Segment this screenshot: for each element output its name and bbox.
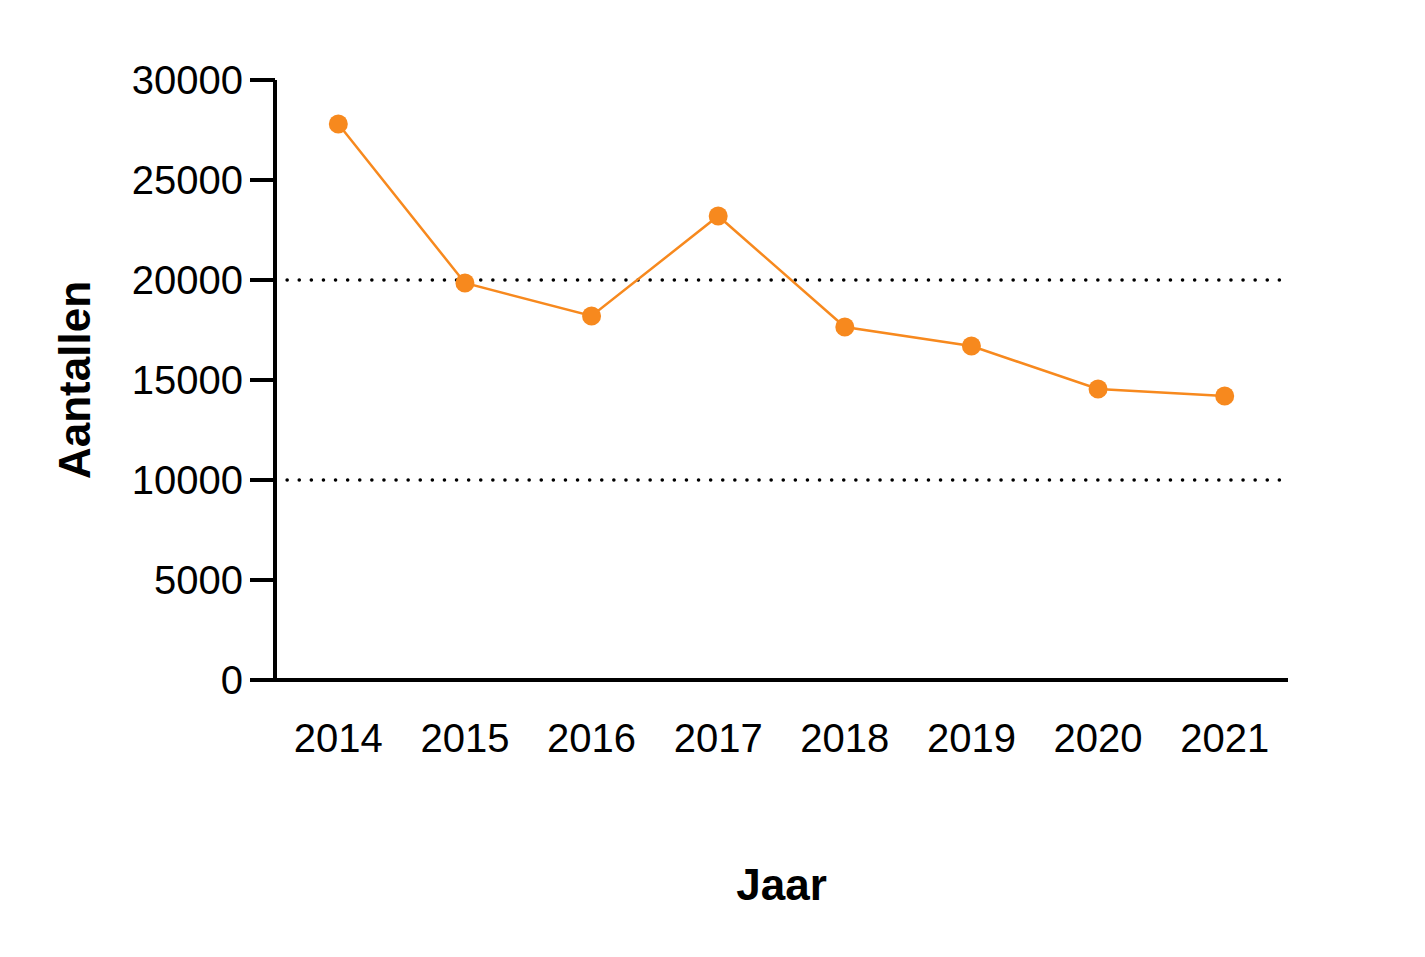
y-tick-label: 20000 [132,258,243,302]
y-tick [250,578,275,582]
x-tick-label: 2014 [294,716,383,760]
chart-container: 0 5000 10000 15000 20000 25000 30000 2014 2015 20… [0,0,1425,957]
x-tick-label: 2017 [674,716,763,760]
y-tick-label: 10000 [132,458,243,502]
data-point [1089,380,1108,399]
reference-line [275,278,1288,282]
data-point [1215,387,1234,406]
y-tick-label: 0 [221,658,243,702]
y-tick [250,178,275,182]
x-axis-line [250,678,1288,682]
y-tick [250,378,275,382]
x-axis-title: Jaar [736,860,827,909]
x-tick-label: 2020 [1054,716,1143,760]
y-axis-line [273,80,277,682]
x-tick-label: 2016 [547,716,636,760]
data-point [835,318,854,337]
data-point [582,307,601,326]
reference-line [275,478,1288,482]
x-tick-label: 2021 [1180,716,1269,760]
x-tick-label: 2015 [420,716,509,760]
y-tick [250,478,275,482]
x-tick-label: 2018 [800,716,889,760]
y-tick-label: 15000 [132,358,243,402]
chart-svg: 0 5000 10000 15000 20000 25000 30000 2014 2015 20… [0,0,1425,957]
data-point [455,274,474,293]
y-tick-label: 5000 [154,558,243,602]
y-axis-title: Aantallen [50,281,99,479]
x-tick-label: 2019 [927,716,1016,760]
plot-area [329,115,1234,406]
y-tick [250,78,275,82]
data-point [709,207,728,226]
data-line [338,124,1224,396]
data-point [329,115,348,134]
y-tick-label: 25000 [132,158,243,202]
y-tick-label: 30000 [132,58,243,102]
y-tick [250,278,275,282]
data-point [962,337,981,356]
